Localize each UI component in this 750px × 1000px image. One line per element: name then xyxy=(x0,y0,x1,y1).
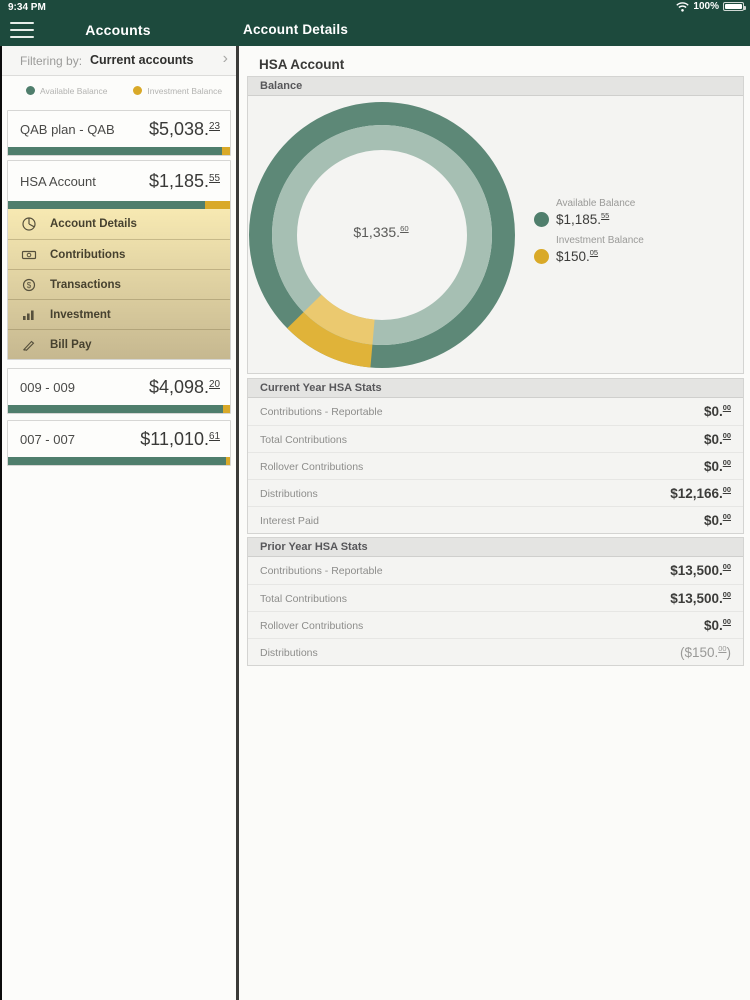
account-card-007[interactable]: 007 - 007 $11,010.61 xyxy=(7,420,231,466)
pie-chart-icon xyxy=(20,215,38,233)
current-year-stats-header: Current Year HSA Stats xyxy=(248,379,743,398)
available-balance-dot-icon xyxy=(534,211,549,227)
prior-year-stats-header: Prior Year HSA Stats xyxy=(248,538,743,557)
account-name: QAB plan - QAB xyxy=(20,122,115,137)
investment-balance-value: $150.05 xyxy=(556,248,599,264)
filter-label: Filtering by: xyxy=(20,54,83,68)
chevron-right-icon: › xyxy=(222,50,228,67)
negative-value: ($150.00) xyxy=(679,644,731,660)
account-card-009[interactable]: 009 - 009 $4,098.20 xyxy=(7,368,231,414)
available-balance-value: $1,185.55 xyxy=(556,211,610,227)
dollar-circle-icon: $ xyxy=(20,276,38,294)
donut-center-total: $1,335.60 xyxy=(353,224,409,240)
nav-title-accounts: Accounts xyxy=(85,22,151,38)
bar-chart-icon xyxy=(20,306,38,324)
available-balance-dot-icon xyxy=(26,86,35,95)
account-details-pane: HSA Account Balance $1,335.60 Available … xyxy=(239,46,750,1000)
stat-row: Contributions - Reportable $0.00 xyxy=(260,403,731,419)
banknote-icon xyxy=(20,246,38,264)
filter-bar[interactable]: Filtering by: Current accounts › xyxy=(2,46,236,76)
account-amount: $1,185.55 xyxy=(148,171,220,191)
status-bar: 9:34 PM 100% xyxy=(0,0,750,14)
stat-row: Interest Paid $0.00 xyxy=(248,506,743,533)
stat-row: Total Contributions $13,500.00 xyxy=(248,584,743,611)
account-amount: $4,098.20 xyxy=(148,377,220,397)
balance-ratio-bar xyxy=(8,201,230,209)
investment-balance-dot-icon xyxy=(534,248,549,264)
status-time: 9:34 PM xyxy=(8,2,46,13)
account-name: 007 - 007 xyxy=(20,432,75,447)
current-year-stats-section: Current Year HSA Stats Contributions - R… xyxy=(247,378,744,534)
menu-item-bill-pay[interactable]: Bill Pay xyxy=(8,329,230,359)
balance-donut-chart xyxy=(248,96,528,374)
menu-item-account-details[interactable]: Account Details xyxy=(8,209,230,239)
legend-available-balance: Available Balance xyxy=(26,86,107,96)
menu-item-investment[interactable]: Investment xyxy=(8,299,230,329)
legend-investment-balance: Investment Balance xyxy=(133,86,222,96)
sidebar-legend: Available Balance Investment Balance xyxy=(2,76,236,105)
pane-divider xyxy=(236,46,239,1000)
account-card-hsa[interactable]: HSA Account $1,185.55 Account Details xyxy=(7,160,231,360)
wifi-icon xyxy=(676,1,690,12)
accounts-sidebar: Filtering by: Current accounts › Availab… xyxy=(2,46,236,1000)
stat-row: Rollover Contributions $0.00 xyxy=(248,611,743,638)
prior-year-stats-section: Prior Year HSA Stats Contributions - Rep… xyxy=(247,537,744,666)
menu-item-transactions[interactable]: $ Transactions xyxy=(8,269,230,299)
pen-icon xyxy=(20,336,38,354)
content-area: Filtering by: Current accounts › Availab… xyxy=(0,46,750,1000)
investment-balance-dot-icon xyxy=(133,86,143,95)
battery-percent: 100% xyxy=(693,1,719,12)
stat-row: Total Contributions $0.00 xyxy=(248,425,743,452)
account-amount: $11,010.61 xyxy=(140,429,220,449)
nav-title-account-details: Account Details xyxy=(243,22,349,37)
account-actions-menu: Account Details Contributions $ Transact… xyxy=(8,209,230,359)
battery-icon xyxy=(723,2,746,11)
stat-row: Contributions - Reportable $13,500.00 xyxy=(260,562,731,578)
chart-legend: Available Balance $1,185.55 Investment B… xyxy=(534,198,644,272)
balance-ratio-bar xyxy=(8,457,230,465)
stat-row: Distributions $12,166.00 xyxy=(248,479,743,506)
page-title: HSA Account xyxy=(259,57,345,72)
svg-text:$: $ xyxy=(27,281,32,290)
balance-section: Balance $1,335.60 Available Balance $1,1… xyxy=(247,76,744,374)
account-name: HSA Account xyxy=(20,174,96,189)
menu-item-contributions[interactable]: Contributions xyxy=(8,239,230,269)
filter-value: Current accounts xyxy=(90,53,194,67)
account-card-qab[interactable]: QAB plan - QAB $5,038.23 xyxy=(7,110,231,156)
balance-section-header: Balance xyxy=(248,77,743,96)
navigation-bar: 9:34 PM 100% Accounts Account Details xyxy=(0,0,750,46)
account-name: 009 - 009 xyxy=(20,380,75,395)
balance-ratio-bar xyxy=(8,147,230,155)
balance-ratio-bar xyxy=(8,405,230,413)
menu-hamburger-icon[interactable] xyxy=(10,22,34,38)
stat-row: Rollover Contributions $0.00 xyxy=(248,452,743,479)
account-amount: $5,038.23 xyxy=(148,119,220,139)
stat-row: Distributions ($150.00) xyxy=(248,638,743,665)
